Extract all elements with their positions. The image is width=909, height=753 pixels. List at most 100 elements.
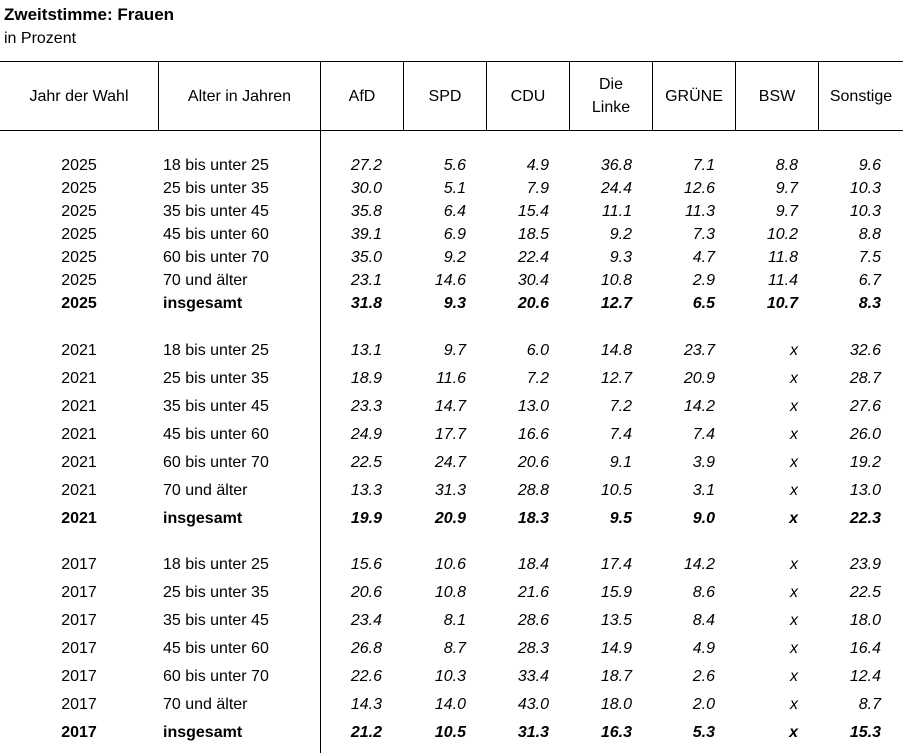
cell-value: 18.0 xyxy=(600,696,632,713)
cell-value: 28.7 xyxy=(849,370,881,387)
cell-value: x xyxy=(790,426,798,443)
col-header-label: Alter in Jahren xyxy=(187,87,292,105)
cell-age: 35 bis unter 45 xyxy=(163,203,269,220)
cell-value: 6.4 xyxy=(443,203,466,220)
cell-year: 2017 xyxy=(61,696,97,713)
col-divider xyxy=(320,61,321,753)
cell-value: 24.9 xyxy=(350,426,382,443)
cell-value: 6.9 xyxy=(443,226,466,243)
cell-value: 12.4 xyxy=(849,668,881,685)
cell-age: 45 bis unter 60 xyxy=(163,226,269,243)
cell-value: x xyxy=(790,612,798,629)
cell-value: 35.0 xyxy=(350,249,382,266)
cell-value: 31.3 xyxy=(434,482,466,499)
cell-year: 2021 xyxy=(61,426,97,443)
cell-year: 2017 xyxy=(61,668,97,685)
cell-age: 35 bis unter 45 xyxy=(163,612,269,629)
cell-value: 33.4 xyxy=(517,668,549,685)
cell-value: 16.6 xyxy=(517,426,549,443)
cell-value: 9.7 xyxy=(443,342,466,359)
cell-value: 22.4 xyxy=(517,249,549,266)
cell-age: 70 und älter xyxy=(163,482,248,499)
col-header-gruene: GRÜNE xyxy=(653,63,735,129)
cell-value: 20.9 xyxy=(434,510,466,527)
cell-value: 9.7 xyxy=(775,203,798,220)
cell-value: 39.1 xyxy=(350,226,382,243)
cell-value: x xyxy=(790,584,798,601)
cell-value: 8.7 xyxy=(858,696,881,713)
cell-value: 5.1 xyxy=(443,180,466,197)
cell-age: 60 bis unter 70 xyxy=(163,668,269,685)
col-header-bsw: BSW xyxy=(736,63,818,129)
cell-value: 7.5 xyxy=(858,249,881,266)
cell-value: x xyxy=(790,398,798,415)
header-top-rule xyxy=(0,61,903,62)
cell-value: x xyxy=(790,342,798,359)
cell-year: 2017 xyxy=(61,640,97,657)
col-header-sonstige: Sonstige xyxy=(819,63,903,129)
cell-value: 11.4 xyxy=(768,272,798,289)
cell-value: 11.3 xyxy=(685,203,715,220)
cell-value: 7.4 xyxy=(609,426,632,443)
cell-value: 15.4 xyxy=(517,203,549,220)
cell-year: 2021 xyxy=(61,510,97,527)
cell-value: 3.1 xyxy=(692,482,715,499)
cell-value: 8.8 xyxy=(858,226,881,243)
col-header-label: Die xyxy=(598,76,623,93)
cell-value: 18.4 xyxy=(517,556,549,573)
cell-value: 30.4 xyxy=(517,272,549,289)
cell-value: 10.3 xyxy=(849,203,881,220)
cell-value: x xyxy=(789,724,798,741)
cell-year: 2021 xyxy=(61,482,97,499)
cell-value: 7.2 xyxy=(526,370,549,387)
cell-value: 11.1 xyxy=(602,203,632,220)
cell-value: x xyxy=(790,370,798,387)
cell-value: 15.6 xyxy=(350,556,382,573)
col-divider xyxy=(158,61,159,131)
cell-age: 25 bis unter 35 xyxy=(163,180,269,197)
col-divider xyxy=(818,61,819,131)
cell-year: 2025 xyxy=(61,180,97,197)
header-bottom-rule xyxy=(0,130,903,131)
cell-value: 6.0 xyxy=(526,342,549,359)
cell-value: 13.5 xyxy=(600,612,632,629)
cell-value: x xyxy=(790,696,798,713)
col-header-label: AfD xyxy=(348,87,376,105)
cell-value: 5.6 xyxy=(443,157,466,174)
col-header-label: SPD xyxy=(428,87,462,105)
cell-value: 10.7 xyxy=(766,295,798,312)
cell-value: 4.9 xyxy=(692,640,715,657)
table-title: Zweitstimme: Frauen xyxy=(4,5,175,24)
cell-value: 6.7 xyxy=(858,272,881,289)
cell-value: 4.9 xyxy=(526,157,549,174)
cell-value: 13.3 xyxy=(350,482,382,499)
cell-value: 14.8 xyxy=(600,342,632,359)
col-header-label: Jahr der Wahl xyxy=(29,87,129,105)
cell-value: 26.8 xyxy=(350,640,382,657)
cell-value: 10.8 xyxy=(600,272,632,289)
cell-value: 7.1 xyxy=(692,157,715,174)
cell-value: 24.7 xyxy=(434,454,466,471)
cell-year: 2025 xyxy=(61,226,97,243)
cell-value: 16.3 xyxy=(600,724,632,741)
cell-value: 8.4 xyxy=(692,612,715,629)
col-header-label: CDU xyxy=(510,87,546,105)
cell-value: 22.5 xyxy=(350,454,382,471)
cell-value: 10.3 xyxy=(434,668,466,685)
cell-value: 11.6 xyxy=(436,370,466,387)
cell-age: 18 bis unter 25 xyxy=(163,556,269,573)
cell-age: 60 bis unter 70 xyxy=(163,454,269,471)
cell-value: 26.0 xyxy=(849,426,881,443)
cell-value: 9.3 xyxy=(609,249,632,266)
cell-value: 23.7 xyxy=(683,342,715,359)
cell-value: 9.6 xyxy=(858,157,881,174)
cell-value: 5.3 xyxy=(692,724,715,741)
cell-value: 18.7 xyxy=(600,668,632,685)
cell-value: 23.9 xyxy=(849,556,881,573)
cell-value: 9.2 xyxy=(443,249,466,266)
cell-value: 28.6 xyxy=(517,612,549,629)
col-header-linke: Die Linke xyxy=(570,63,652,129)
cell-value: 12.7 xyxy=(600,295,632,312)
cell-value: 14.2 xyxy=(683,398,715,415)
cell-value: 23.4 xyxy=(350,612,382,629)
